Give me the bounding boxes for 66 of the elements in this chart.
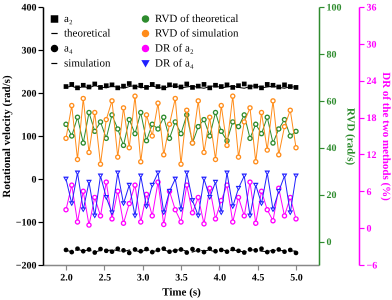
point [126,250,132,256]
point [202,82,206,87]
point [132,84,138,90]
point [144,85,149,90]
x-tick-label: 2.0 [60,272,73,284]
x-tick-label: 4.5 [252,272,264,284]
y2-tick-label: 60 [326,96,336,108]
y2-tick-label: 0 [326,237,332,248]
y-axis-title: Rotational velocity (rad/s) [0,75,13,198]
y-tick-label: 400 [22,2,36,14]
point [248,84,252,90]
legend-label: a₂ [64,12,73,25]
y3-axis-title: DR of the two methods (%) [380,72,392,202]
x-axis-title: Time (s) [162,286,202,298]
x-tick-label: 3.5 [175,272,188,284]
y-tick-label: −100 [16,218,36,228]
point [259,246,264,251]
point [294,85,298,90]
y3-tick-label: 30 [366,39,376,50]
point [178,247,184,252]
point [224,82,230,88]
y-tick-label: 200 [22,88,36,100]
y-tick-label: 0 [32,174,36,186]
point [138,248,144,254]
point [282,82,287,88]
y2-tick-label: 40 [326,143,336,154]
legend-label: DR of a₄ [155,58,194,70]
point [178,84,184,90]
y3-tick-label: −6 [366,260,378,272]
point [184,82,190,86]
point [207,246,212,251]
point [294,250,298,256]
point [242,82,247,86]
y2-tick-label: 100 [326,2,342,14]
point [190,246,195,252]
legend-label: RVD of simulation [155,28,239,40]
y3-tick-label: 0 [366,224,372,235]
x-tick-label: 2.5 [98,272,112,284]
point [80,248,86,254]
point [64,84,68,89]
legend-label: DR of a₂ [155,42,194,54]
point [98,85,103,90]
y3-tick-label: 24 [366,76,376,88]
y-tick-label: 300 [22,46,36,56]
point [126,81,132,86]
legend-label: simulation [64,58,111,70]
y3-tick-label: 6 [366,186,372,198]
x-tick-label: 4.0 [214,272,226,284]
legend-label: RVD of theoretical [155,12,238,25]
y3-tick-label: 36 [366,2,376,14]
legend-label: a₄ [64,42,73,54]
y3-tick-label: 18 [366,113,376,124]
point [264,82,270,87]
y2-tick-label: 20 [326,190,336,202]
point [190,85,195,90]
y3-tick-label: 12 [366,150,376,161]
x-tick-label: 3.0 [136,272,150,284]
legend-label: theoretical [64,28,110,40]
point [156,84,160,89]
point [110,249,114,254]
x-tick-label: 5.0 [290,272,303,284]
y2-axis-title: RVD (rad/s) [344,108,356,166]
y-tick-label: −200 [16,260,36,272]
y2-tick-label: 80 [326,49,336,60]
point [86,84,92,90]
y-tick-label: 100 [22,132,36,142]
